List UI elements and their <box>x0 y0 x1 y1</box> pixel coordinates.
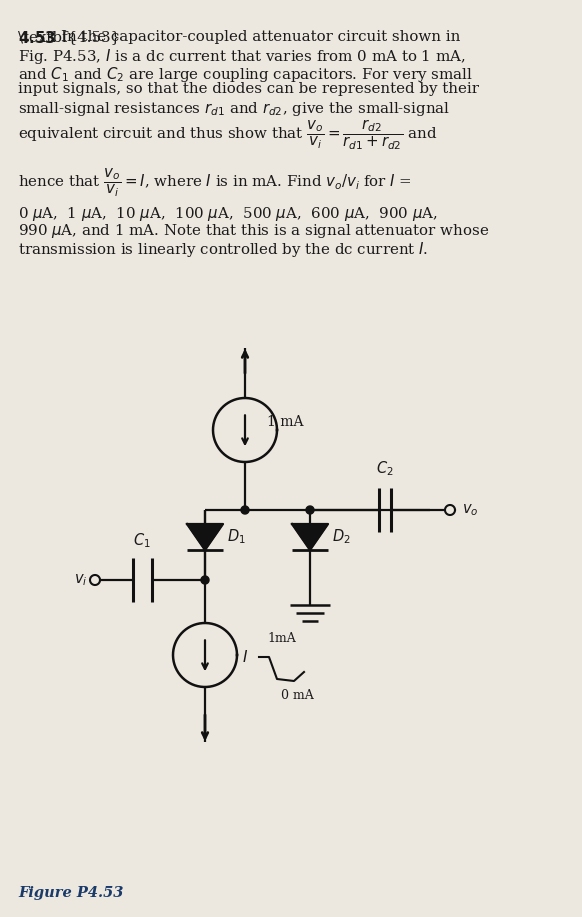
Text: input signals, so that the diodes can be represented by their: input signals, so that the diodes can be… <box>18 83 479 96</box>
Text: transmission is linearly controlled by the dc current $I$.: transmission is linearly controlled by t… <box>18 240 428 259</box>
Polygon shape <box>292 524 328 550</box>
Text: 990 $\mu$A, and 1 mA. Note that this is a signal attenuator whose: 990 $\mu$A, and 1 mA. Note that this is … <box>18 223 489 240</box>
Text: $D_1$: $D_1$ <box>227 527 246 547</box>
Polygon shape <box>241 506 249 514</box>
Text: $v_i$: $v_i$ <box>73 572 87 588</box>
Text: Figure P4.53: Figure P4.53 <box>18 886 123 900</box>
Text: $v_o$: $v_o$ <box>462 503 478 518</box>
Text: 1mA: 1mA <box>267 632 296 645</box>
Text: small-signal resistances $r_{d1}$ and $r_{d2}$, give the small-signal: small-signal resistances $r_{d1}$ and $r… <box>18 100 450 118</box>
Text: and $C_1$ and $C_2$ are large coupling capacitors. For very small: and $C_1$ and $C_2$ are large coupling c… <box>18 65 473 84</box>
Text: $\mathbf{4.53}$: $\mathbf{4.53}$ <box>18 30 56 46</box>
Text: 0 mA: 0 mA <box>281 689 314 702</box>
Text: $C_1$: $C_1$ <box>133 531 151 550</box>
Text: 0 $\mu$A,  1 $\mu$A,  10 $\mu$A,  100 $\mu$A,  500 $\mu$A,  600 $\mu$A,  900 $\m: 0 $\mu$A, 1 $\mu$A, 10 $\mu$A, 100 $\mu$… <box>18 205 438 223</box>
Text: $C_2$: $C_2$ <box>376 459 394 478</box>
Text: $D_2$: $D_2$ <box>332 527 350 547</box>
Polygon shape <box>201 576 209 584</box>
Text: $I$: $I$ <box>242 649 248 665</box>
Text: hence that $\dfrac{v_o}{v_i} = I$, where $I$ is in mA. Find $v_o/v_i$ for $I$ =: hence that $\dfrac{v_o}{v_i} = I$, where… <box>18 167 412 199</box>
Polygon shape <box>306 506 314 514</box>
Text: Fig. P4.53, $I$ is a dc current that varies from 0 mA to 1 mA,: Fig. P4.53, $I$ is a dc current that var… <box>18 48 466 67</box>
Text: In the capacitor-coupled attenuator circuit shown in: In the capacitor-coupled attenuator circ… <box>61 30 460 44</box>
Text: equivalent circuit and thus show that $\dfrac{v_o}{v_i} = \dfrac{r_{d2}}{r_{d1}+: equivalent circuit and thus show that $\… <box>18 117 438 151</box>
Text: \textbf{4.53}: \textbf{4.53} <box>18 30 120 44</box>
Polygon shape <box>187 524 223 550</box>
Text: 1 mA: 1 mA <box>267 415 303 429</box>
